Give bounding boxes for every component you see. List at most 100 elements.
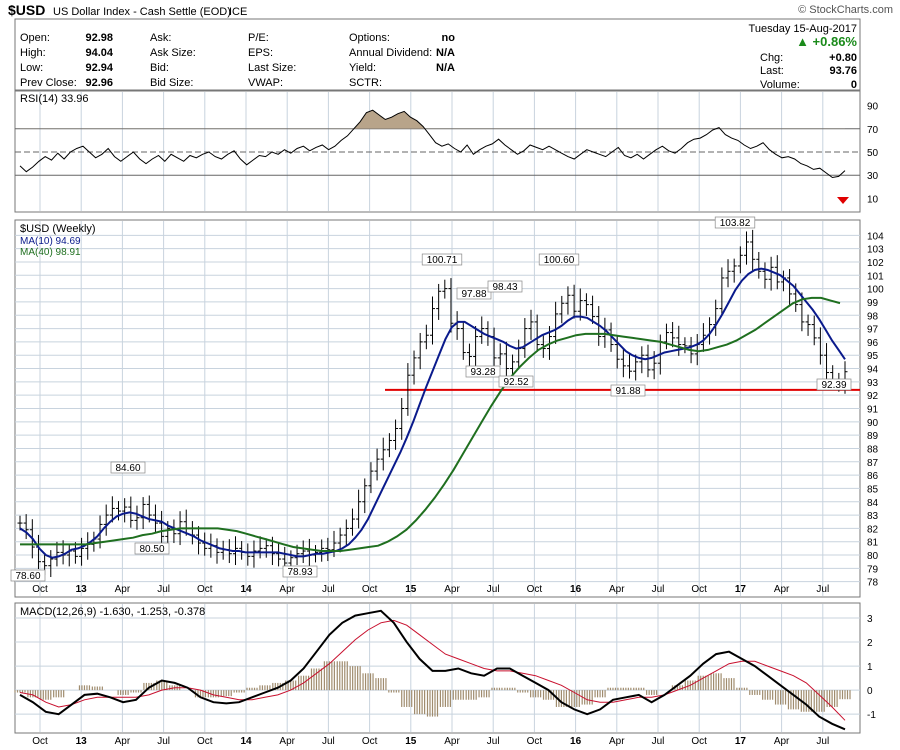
- low-label: Low:: [20, 62, 43, 74]
- price-x-tick-label: Jul: [652, 584, 665, 595]
- price-tick-label: 83: [867, 511, 879, 522]
- ma40-legend: MA(40) 98.91: [20, 247, 81, 258]
- price-tick-label: 88: [867, 444, 879, 455]
- price-annotation-box: [538, 253, 580, 266]
- volume-label: Volume:: [760, 79, 800, 91]
- price-x-tick-label: Jul: [487, 584, 500, 595]
- price-tick-label: 95: [867, 351, 879, 362]
- price-annotation-box: [456, 287, 492, 300]
- rsi-overbought-area: [353, 110, 721, 129]
- price-annotation-box: [134, 542, 170, 555]
- eps-label: EPS:: [248, 47, 273, 59]
- macd-tick-label: 2: [867, 638, 873, 649]
- annual-dividend-value: N/A: [436, 47, 455, 59]
- price-x-tick-label: Oct: [362, 584, 378, 595]
- sctr-label: SCTR:: [349, 77, 382, 89]
- macd-x-tick-label: 14: [240, 736, 252, 747]
- price-tick-label: 90: [867, 418, 879, 429]
- ask-label: Ask:: [150, 32, 171, 44]
- quote-box: [14, 18, 861, 91]
- price-tick-label: 79: [867, 564, 879, 575]
- price-tick-label: 89: [867, 431, 879, 442]
- rsi-plot: [19, 109, 846, 179]
- macd-x-tick-label: Oct: [197, 736, 213, 747]
- macd-x-tick-label: Jul: [487, 736, 500, 747]
- macd-x-tick-label: Oct: [362, 736, 378, 747]
- price-x-tick-label: Apr: [279, 584, 295, 595]
- vwap-label: VWAP:: [248, 77, 283, 89]
- price-x-tick-label: Oct: [197, 584, 213, 595]
- index-name-label: US Dollar Index - Cash Settle (EOD): [53, 6, 231, 18]
- open-value: 92.98: [85, 32, 113, 44]
- price-x-tick-label: Oct: [691, 584, 707, 595]
- price-annotation-box: [110, 461, 146, 474]
- price-tick-label: 103: [867, 245, 884, 256]
- high-label: High:: [20, 47, 46, 59]
- price-x-tick-label: Oct: [32, 584, 48, 595]
- options-label: Options:: [349, 32, 390, 44]
- open-label: Open:: [20, 32, 50, 44]
- price-tick-label: 91: [867, 405, 879, 416]
- macd-x-axis: Oct 13 Apr Jul Oct 14 Apr Jul Oct 15 Apr Jul Oct 16 Ap…: [32, 736, 829, 747]
- price-annotations: 78.60 84.60 80.50 78.93 100.71 97.88 98.43 93.2…: [10, 216, 852, 582]
- price-tick-label: 84: [867, 498, 879, 509]
- price-x-tick-label: Apr: [609, 584, 625, 595]
- macd-x-tick-label: Jul: [322, 736, 335, 747]
- ma10-legend: MA(10) 94.69: [20, 236, 81, 247]
- price-annotation-box: [465, 365, 501, 378]
- price-x-tick-label: Oct: [527, 584, 543, 595]
- price-tick-label: 81: [867, 538, 879, 549]
- price-annotation-label: 78.93: [287, 567, 312, 578]
- price-tick-label: 80: [867, 551, 879, 562]
- macd-tick-label: -1: [867, 710, 876, 721]
- last-size-label: Last Size:: [248, 62, 296, 74]
- price-annotation-box: [487, 280, 523, 293]
- price-tick-label: 102: [867, 258, 884, 269]
- price-x-tick-label: 15: [405, 584, 417, 595]
- macd-axis: -1 0 1 2 3: [867, 614, 876, 721]
- price-annotation-box: [10, 569, 46, 582]
- watermark-label: © StockCharts.com: [798, 4, 893, 16]
- ma40-line: [20, 296, 841, 552]
- bid-label: Bid:: [150, 62, 169, 74]
- bid-size-label: Bid Size:: [150, 77, 193, 89]
- price-annotation-label: 97.88: [461, 289, 486, 300]
- macd-plot: [14, 609, 851, 731]
- price-annotation-box: [714, 216, 756, 229]
- price-plot: [17, 229, 860, 578]
- ma10-line: [19, 267, 846, 559]
- macd-tick-label: 3: [867, 614, 873, 625]
- rsi-tick-label: 90: [867, 102, 879, 113]
- macd-x-tick-label: Apr: [609, 736, 625, 747]
- price-annotation-box: [282, 565, 318, 578]
- price-x-tick-label: Jul: [816, 584, 829, 595]
- exchange-label: ICE: [229, 6, 247, 18]
- price-tick-label: 85: [867, 484, 879, 495]
- pe-label: P/E:: [248, 32, 269, 44]
- macd-x-tick-label: 15: [405, 736, 417, 747]
- macd-x-tick-label: 17: [735, 736, 747, 747]
- macd-x-tick-label: Apr: [774, 736, 790, 747]
- macd-x-tick-label: 16: [570, 736, 582, 747]
- volume-value: 0: [851, 79, 857, 91]
- symbol-label: $USD: [8, 2, 45, 18]
- price-x-tick-label: 13: [76, 584, 88, 595]
- options-value: no: [442, 32, 456, 44]
- yield-label: Yield:: [349, 62, 376, 74]
- macd-line: [19, 609, 846, 731]
- price-tick-label: 86: [867, 471, 879, 482]
- macd-x-tick-label: Apr: [444, 736, 460, 747]
- rsi-legend: RSI(14) 33.96: [20, 93, 88, 105]
- price-tick-label: 94: [867, 365, 879, 376]
- chg-label: Chg:: [760, 52, 783, 64]
- price-tick-label: 100: [867, 285, 884, 296]
- macd-x-tick-label: Jul: [157, 736, 170, 747]
- price-tick-label: 78: [867, 578, 879, 589]
- prev-close-label: Prev Close:: [20, 77, 77, 89]
- rsi-tick-label: 50: [867, 148, 879, 159]
- change-pct-value: ▲ +0.86%: [796, 34, 857, 49]
- yield-value: N/A: [436, 62, 455, 74]
- price-axis: 78 79 80 81 82 83 84 85 86 87 88 89 90 91 92 93 94 95 96 97…: [867, 231, 884, 588]
- price-annotation-box: [421, 253, 463, 266]
- price-tick-label: 97: [867, 325, 879, 336]
